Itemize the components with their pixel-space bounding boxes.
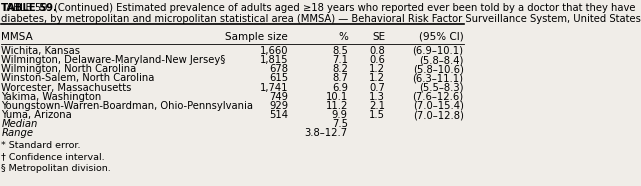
Text: 1,815: 1,815 [260,55,288,65]
Text: § Metropolitan division.: § Metropolitan division. [1,164,111,173]
Text: Median: Median [1,119,38,129]
Text: 514: 514 [269,110,288,120]
Text: Wichita, Kansas: Wichita, Kansas [1,46,80,56]
Text: Worcester, Massachusetts: Worcester, Massachusetts [1,83,132,93]
Text: 615: 615 [269,73,288,83]
Text: (95% CI): (95% CI) [419,32,463,42]
Text: Wilmington, North Carolina: Wilmington, North Carolina [1,64,137,74]
Text: Sample size: Sample size [226,32,288,42]
Text: 8.7: 8.7 [332,73,348,83]
Text: 11.2: 11.2 [326,101,348,111]
Text: TABLE 59.: TABLE 59. [1,3,57,13]
Text: Yakima, Washington: Yakima, Washington [1,92,102,102]
Text: (6.9–10.1): (6.9–10.1) [413,46,463,56]
Text: 10.1: 10.1 [326,92,348,102]
Text: (7.0–12.8): (7.0–12.8) [413,110,463,120]
Text: † Confidence interval.: † Confidence interval. [1,152,105,161]
Text: Wilmington, Delaware-Maryland-New Jersey§: Wilmington, Delaware-Maryland-New Jersey… [1,55,226,65]
Text: 929: 929 [269,101,288,111]
Text: Winston-Salem, North Carolina: Winston-Salem, North Carolina [1,73,154,83]
Text: diabetes, by metropolitan and micropolitan statistical area (MMSA) — Behavioral : diabetes, by metropolitan and micropolit… [1,14,641,24]
Text: 8.5: 8.5 [332,46,348,56]
Text: Youngstown-Warren-Boardman, Ohio-Pennsylvania: Youngstown-Warren-Boardman, Ohio-Pennsyl… [1,101,253,111]
Text: 0.6: 0.6 [369,55,385,65]
Text: (5.8–8.4): (5.8–8.4) [419,55,463,65]
Text: 1,660: 1,660 [260,46,288,56]
Text: 7.1: 7.1 [332,55,348,65]
Text: 1,741: 1,741 [260,83,288,93]
Text: * Standard error.: * Standard error. [1,141,81,150]
Text: (5.8–10.6): (5.8–10.6) [413,64,463,74]
Text: 0.7: 0.7 [369,83,385,93]
Text: 7.5: 7.5 [332,119,348,129]
Text: (5.5–8.3): (5.5–8.3) [419,83,463,93]
Text: 2.1: 2.1 [369,101,385,111]
Text: 1.5: 1.5 [369,110,385,120]
Text: %: % [339,32,349,42]
Text: MMSA: MMSA [1,32,33,42]
Text: 1.2: 1.2 [369,64,385,74]
Text: (7.0–15.4): (7.0–15.4) [413,101,463,111]
Text: 9.9: 9.9 [332,110,348,120]
Text: 1.3: 1.3 [369,92,385,102]
Text: Range: Range [1,129,33,138]
Text: TABLE 59. (​Continued​) Estimated prevalence of adults aged ≥18 years who report: TABLE 59. (​Continued​) Estimated preval… [1,3,636,13]
Text: 749: 749 [269,92,288,102]
Text: 678: 678 [269,64,288,74]
Text: 6.9: 6.9 [332,83,348,93]
Text: 1.2: 1.2 [369,73,385,83]
Text: 0.8: 0.8 [369,46,385,56]
Text: Yuma, Arizona: Yuma, Arizona [1,110,72,120]
Text: 3.8–12.7: 3.8–12.7 [304,129,348,138]
Text: SE: SE [373,32,386,42]
Text: 8.2: 8.2 [332,64,348,74]
Text: (7.6–12.6): (7.6–12.6) [412,92,463,102]
Text: (6.3–11.1): (6.3–11.1) [413,73,463,83]
